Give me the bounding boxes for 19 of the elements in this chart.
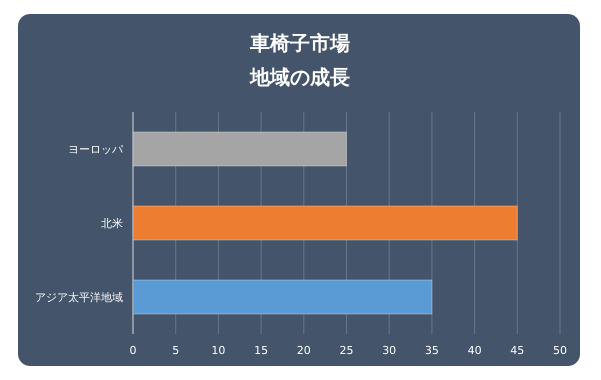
y-tick-label: アジア太平洋地域 — [35, 291, 123, 304]
x-tick-label: 15 — [254, 344, 268, 357]
bar — [132, 131, 347, 167]
x-tick-label: 5 — [172, 344, 180, 357]
x-tick-label: 20 — [296, 344, 311, 357]
x-tick-label: 25 — [340, 344, 354, 357]
x-tick-label: 10 — [211, 344, 226, 357]
x-tick-label: 30 — [382, 344, 396, 357]
y-tick-label: ヨーロッパ — [68, 143, 124, 156]
x-tick-label: 40 — [468, 344, 482, 357]
x-tick-label: 45 — [510, 344, 524, 357]
x-tick-label: 0 — [130, 344, 136, 357]
x-tick-label: 35 — [424, 344, 439, 357]
chart-subtitle: 地域の成長 — [249, 65, 350, 89]
bar — [132, 205, 518, 241]
x-tick-label: 50 — [553, 344, 567, 357]
bar — [132, 279, 432, 315]
y-tick-label: 北米 — [101, 217, 123, 230]
chart-title: 車椅子市場 — [249, 31, 350, 55]
